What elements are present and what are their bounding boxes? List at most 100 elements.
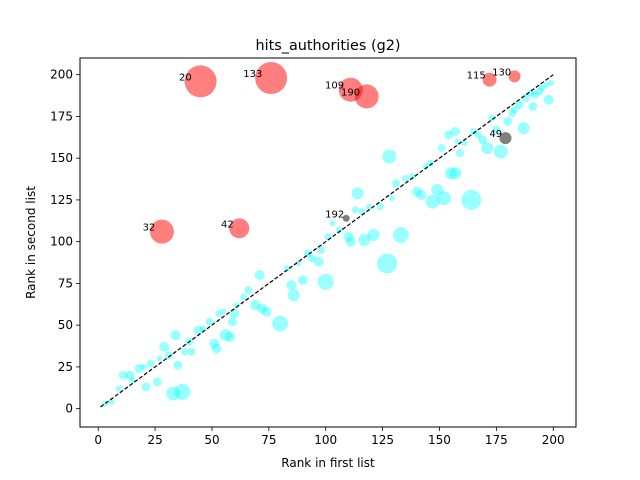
inlier-point xyxy=(317,273,334,290)
point-annotation: 20 xyxy=(179,72,192,83)
inlier-point xyxy=(376,203,384,211)
y-tick-label: 175 xyxy=(50,109,73,123)
x-tick-label: 125 xyxy=(371,433,394,447)
inlier-point xyxy=(125,370,135,380)
inlier-point xyxy=(118,370,128,380)
inlier-point xyxy=(517,122,530,135)
inlier-point xyxy=(514,100,524,110)
y-tick-label: 0 xyxy=(65,402,73,416)
inlier-point xyxy=(408,173,416,181)
y-tick-label: 125 xyxy=(50,193,73,207)
inlier-point xyxy=(324,233,332,241)
inlier-point xyxy=(164,351,173,360)
point-annotation: 192 xyxy=(325,209,344,220)
highlight-point xyxy=(499,132,512,145)
inlier-point xyxy=(437,144,446,153)
inlier-point xyxy=(455,149,464,158)
point-annotation: 42 xyxy=(221,219,234,230)
x-tick-label: 100 xyxy=(314,433,337,447)
inlier-point xyxy=(313,256,324,267)
y-tick-label: 200 xyxy=(50,68,73,82)
inlier-point xyxy=(209,338,220,349)
inlier-point xyxy=(450,126,460,136)
inlier-point xyxy=(392,179,401,188)
inlier-point xyxy=(543,94,554,105)
x-tick-label: 50 xyxy=(204,433,219,447)
inlier-point xyxy=(108,398,115,405)
point-annotation: 133 xyxy=(243,69,262,80)
inlier-point xyxy=(382,149,397,164)
inlier-point xyxy=(152,377,162,387)
inlier-point xyxy=(254,270,265,281)
y-tick-label: 25 xyxy=(58,360,73,374)
inlier-point xyxy=(431,183,444,196)
inlier-point xyxy=(257,303,268,314)
inlier-point xyxy=(205,317,214,326)
point-annotation: 130 xyxy=(492,67,511,78)
inlier-point xyxy=(543,81,550,88)
inlier-point xyxy=(358,208,366,216)
inlier-point xyxy=(156,355,163,362)
inlier-point xyxy=(535,87,544,96)
inlier-point xyxy=(220,308,227,315)
inlier-point xyxy=(335,226,343,234)
inlier-point xyxy=(437,191,452,206)
inlier-point xyxy=(426,159,434,167)
inlier-point xyxy=(283,264,291,272)
x-tick-label: 75 xyxy=(261,433,276,447)
inlier-point xyxy=(377,253,398,274)
inlier-point xyxy=(166,386,181,401)
inlier-point xyxy=(351,187,364,200)
inlier-point xyxy=(308,254,317,263)
axes-frame xyxy=(79,57,577,428)
inlier-point xyxy=(358,233,371,246)
inlier-point xyxy=(134,364,144,374)
inlier-point xyxy=(141,382,151,392)
inlier-point xyxy=(225,331,236,342)
outlier-point xyxy=(149,219,174,244)
inlier-point xyxy=(261,306,272,317)
inlier-point xyxy=(401,174,409,182)
point-annotation: 109 xyxy=(325,81,344,92)
y-tick-label: 75 xyxy=(58,276,73,290)
inlier-point xyxy=(367,228,380,241)
inlier-point xyxy=(272,315,289,332)
point-annotation: 32 xyxy=(143,223,156,234)
inlier-point xyxy=(174,383,191,400)
point-annotation: 49 xyxy=(489,129,502,140)
outlier-point xyxy=(184,65,217,98)
inlier-point xyxy=(287,289,300,302)
y-tick-label: 50 xyxy=(58,318,73,332)
inlier-point xyxy=(146,359,155,368)
inlier-point xyxy=(343,231,354,242)
inlier-point xyxy=(140,363,147,370)
inlier-point xyxy=(181,348,189,356)
inlier-point xyxy=(492,125,501,134)
inlier-point xyxy=(286,280,297,291)
inlier-point xyxy=(547,80,554,87)
inlier-point xyxy=(115,385,122,392)
point-annotation: 190 xyxy=(341,87,360,98)
x-tick-label: 25 xyxy=(147,433,162,447)
outlier-point xyxy=(508,70,521,83)
inlier-point xyxy=(317,246,326,255)
inlier-point xyxy=(250,300,261,311)
inlier-point xyxy=(449,167,462,180)
outlier-point xyxy=(354,84,379,109)
inlier-point xyxy=(227,317,237,327)
chart-title: hits_authorities (g2) xyxy=(256,38,401,54)
inlier-point xyxy=(187,347,196,356)
inlier-point xyxy=(493,144,508,159)
inlier-point xyxy=(219,329,232,342)
inlier-point xyxy=(170,330,181,341)
inlier-point xyxy=(444,130,454,140)
inlier-point xyxy=(503,116,513,126)
inlier-point xyxy=(411,186,422,197)
inlier-point xyxy=(422,163,429,170)
x-tick-label: 200 xyxy=(542,433,565,447)
inlier-point xyxy=(297,275,308,286)
inlier-point xyxy=(230,308,240,318)
inlier-point xyxy=(240,293,248,301)
